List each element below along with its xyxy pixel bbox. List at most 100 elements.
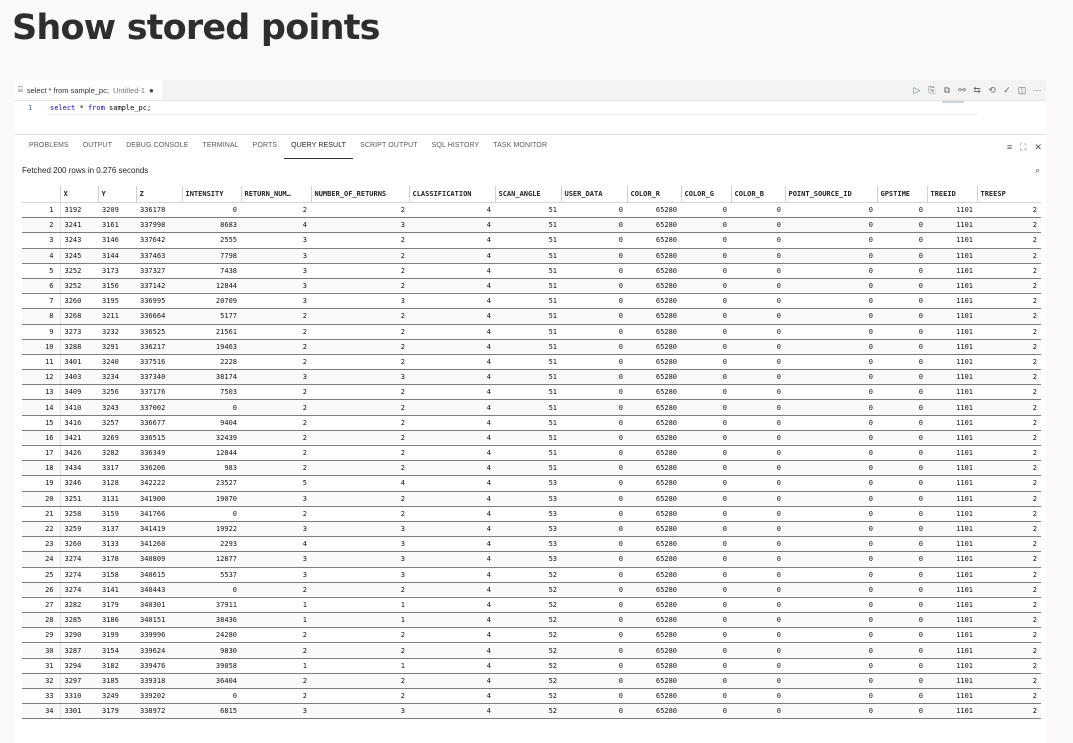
table-cell[interactable]: 339318 bbox=[136, 673, 182, 690]
table-cell[interactable]: 0 bbox=[877, 597, 927, 614]
table-cell[interactable]: 0 bbox=[561, 612, 627, 629]
table-cell[interactable]: 2 bbox=[311, 354, 409, 371]
table-cell[interactable]: 2 bbox=[311, 278, 409, 295]
table-cell[interactable]: 0 bbox=[877, 232, 927, 249]
table-cell[interactable]: 0 bbox=[681, 688, 731, 705]
table-cell[interactable]: 3186 bbox=[98, 612, 136, 629]
table-cell[interactable]: 0 bbox=[561, 567, 627, 583]
table-cell[interactable]: 3 bbox=[311, 293, 409, 310]
table-cell[interactable]: 0 bbox=[785, 232, 877, 249]
table-cell[interactable]: 2 bbox=[977, 551, 1041, 568]
table-cell[interactable]: 2 bbox=[311, 324, 409, 340]
table-cell[interactable]: 2 bbox=[977, 278, 1041, 295]
table-cell[interactable]: 65280 bbox=[627, 506, 681, 522]
table-cell[interactable]: 340301 bbox=[136, 597, 182, 614]
table-row[interactable]: 6 3252 3156 337142 12844 3 2 4 51 0 65280 0 0 0 0 1101 2 bbox=[22, 278, 1041, 295]
table-cell[interactable]: 2 bbox=[311, 430, 409, 447]
table-cell[interactable]: 0 bbox=[561, 248, 627, 264]
row-number[interactable]: 25 bbox=[22, 567, 60, 583]
table-cell[interactable]: 0 bbox=[561, 339, 627, 355]
table-cell[interactable]: 38436 bbox=[182, 612, 241, 629]
column-header-scan-angle[interactable]: SCAN_ANGLE bbox=[494, 186, 561, 203]
table-cell[interactable]: 4 bbox=[409, 430, 495, 447]
table-cell[interactable]: 0 bbox=[681, 369, 731, 386]
table-cell[interactable]: 0 bbox=[681, 597, 731, 614]
table-cell[interactable]: 1101 bbox=[927, 582, 977, 598]
table-cell[interactable]: 0 bbox=[785, 445, 877, 462]
table-cell[interactable]: 1101 bbox=[927, 263, 977, 279]
table-cell[interactable]: 0 bbox=[731, 354, 785, 371]
table-cell[interactable]: 0 bbox=[877, 369, 927, 386]
table-cell[interactable]: 0 bbox=[785, 324, 877, 340]
column-header-user-data[interactable]: USER_DATA bbox=[560, 186, 627, 203]
table-cell[interactable]: 2 bbox=[977, 491, 1041, 507]
table-cell[interactable]: 3426 bbox=[59, 445, 98, 462]
table-cell[interactable]: 2 bbox=[311, 308, 409, 325]
table-cell[interactable]: 2 bbox=[241, 354, 311, 371]
table-cell[interactable]: 2 bbox=[977, 658, 1041, 674]
table-cell[interactable]: 0 bbox=[785, 521, 877, 538]
table-cell[interactable]: 38174 bbox=[182, 369, 241, 386]
table-cell[interactable]: 3297 bbox=[59, 673, 98, 690]
table-cell[interactable]: 0 bbox=[785, 460, 877, 477]
table-cell[interactable]: 337142 bbox=[136, 278, 182, 295]
table-cell[interactable]: 2 bbox=[241, 627, 311, 644]
table-cell[interactable]: 2 bbox=[977, 202, 1041, 219]
table-cell[interactable]: 2 bbox=[977, 415, 1041, 431]
table-cell[interactable]: 1 bbox=[241, 612, 311, 629]
table-cell[interactable]: 0 bbox=[731, 536, 785, 553]
table-cell[interactable]: 0 bbox=[561, 308, 627, 325]
table-cell[interactable]: 340151 bbox=[136, 612, 182, 629]
table-cell[interactable]: 7798 bbox=[182, 248, 241, 264]
table-cell[interactable]: 0 bbox=[681, 536, 731, 553]
table-row[interactable]: 28 3285 3186 340151 38436 1 1 4 52 0 65280 0 0 0 0 1101… bbox=[22, 612, 1041, 629]
table-cell[interactable]: 0 bbox=[681, 627, 731, 644]
table-row[interactable]: 8 3268 3211 336664 5177 2 2 4 51 0 65280 0 0 0 0 1101 2 bbox=[22, 308, 1041, 325]
table-cell[interactable]: 65280 bbox=[627, 384, 681, 401]
unsaved-indicator-icon[interactable]: ● bbox=[149, 85, 154, 95]
table-cell[interactable]: 0 bbox=[731, 202, 785, 219]
table-cell[interactable]: 0 bbox=[731, 627, 785, 644]
table-cell[interactable]: 339202 bbox=[136, 688, 182, 705]
table-cell[interactable]: 2 bbox=[311, 339, 409, 355]
table-cell[interactable]: 3301 bbox=[59, 703, 98, 720]
table-cell[interactable]: 4 bbox=[409, 248, 495, 264]
table-cell[interactable]: 53 bbox=[495, 475, 561, 492]
table-cell[interactable]: 2 bbox=[241, 399, 311, 416]
table-cell[interactable]: 0 bbox=[785, 506, 877, 522]
table-cell[interactable]: 52 bbox=[495, 567, 561, 583]
table-cell[interactable]: 3 bbox=[241, 248, 311, 264]
table-cell[interactable]: 51 bbox=[495, 232, 561, 249]
table-row[interactable]: 2 3241 3161 337998 8683 4 3 4 51 0 65280 0 0 0 0 1101 2 bbox=[22, 217, 1041, 234]
table-cell[interactable]: 65280 bbox=[627, 612, 681, 629]
table-cell[interactable]: 51 bbox=[495, 339, 561, 355]
row-number[interactable]: 6 bbox=[22, 278, 60, 295]
table-cell[interactable]: 0 bbox=[731, 703, 785, 720]
table-cell[interactable]: 12877 bbox=[182, 551, 241, 568]
table-cell[interactable]: 0 bbox=[561, 399, 627, 416]
table-cell[interactable]: 2 bbox=[241, 445, 311, 462]
table-cell[interactable]: 0 bbox=[182, 202, 241, 219]
table-cell[interactable]: 4 bbox=[409, 521, 495, 538]
table-cell[interactable]: 3290 bbox=[59, 627, 98, 644]
table-cell[interactable]: 2 bbox=[241, 324, 311, 340]
table-cell[interactable]: 0 bbox=[681, 445, 731, 462]
table-cell[interactable]: 0 bbox=[561, 658, 627, 674]
table-cell[interactable]: 0 bbox=[561, 521, 627, 538]
table-cell[interactable]: 3288 bbox=[59, 339, 98, 355]
table-cell[interactable]: 3179 bbox=[98, 597, 136, 614]
table-cell[interactable]: 2 bbox=[311, 232, 409, 249]
row-number[interactable]: 28 bbox=[22, 612, 60, 629]
table-row[interactable]: 29 3290 3199 339996 24280 2 2 4 52 0 65280 0 0 0 0 1101… bbox=[22, 627, 1041, 644]
table-cell[interactable]: 3 bbox=[241, 263, 311, 279]
column-header-intensity[interactable]: INTENSITY bbox=[181, 186, 241, 203]
table-cell[interactable]: 4 bbox=[409, 384, 495, 401]
table-cell[interactable]: 0 bbox=[877, 308, 927, 325]
table-cell[interactable]: 2 bbox=[241, 384, 311, 401]
table-cell[interactable]: 3156 bbox=[98, 278, 136, 295]
table-cell[interactable]: 0 bbox=[877, 202, 927, 219]
export-icon[interactable]: ⌕ bbox=[1034, 165, 1040, 175]
table-cell[interactable]: 0 bbox=[877, 278, 927, 295]
row-number[interactable]: 14 bbox=[22, 399, 60, 416]
table-cell[interactable]: 51 bbox=[495, 369, 561, 386]
